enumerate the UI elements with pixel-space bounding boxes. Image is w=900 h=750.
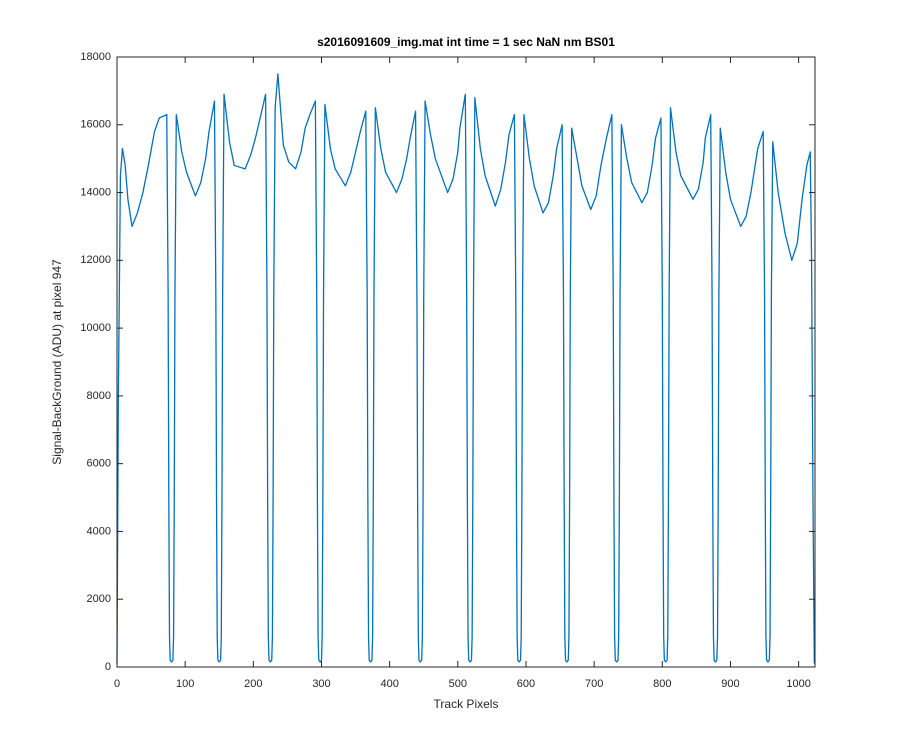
data-line — [116, 73, 815, 664]
x-tick-label: 100 — [176, 678, 194, 690]
y-tick-label: 12000 — [80, 254, 111, 266]
x-tick-label: 300 — [312, 678, 330, 690]
y-tick-label: 10000 — [80, 322, 111, 334]
y-tick-label: 16000 — [80, 119, 111, 131]
x-tick-label: 900 — [721, 678, 739, 690]
x-tick-label: 0 — [114, 678, 120, 690]
x-tick-label: 700 — [585, 678, 603, 690]
axes-box — [116, 56, 816, 668]
x-tick-label: 200 — [244, 678, 262, 690]
x-tick-label: 1000 — [786, 678, 810, 690]
y-tick-label: 4000 — [87, 525, 111, 537]
y-tick-label: 2000 — [87, 593, 111, 605]
x-tick-label: 500 — [449, 678, 467, 690]
y-tick-label: 14000 — [80, 186, 111, 198]
chart-title: s2016091609_img.mat int time = 1 sec NaN… — [317, 35, 615, 49]
y-axis-label: Signal-BackGround (ADU) at pixel 947 — [50, 259, 64, 465]
y-tick-label: 18000 — [80, 51, 111, 63]
x-axis-label: Track Pixels — [434, 697, 499, 711]
x-tick-label: 800 — [653, 678, 671, 690]
x-tick-label: 600 — [517, 678, 535, 690]
y-tick-label: 0 — [105, 661, 111, 673]
y-tick-label: 6000 — [87, 458, 111, 470]
x-tick-label: 400 — [380, 678, 398, 690]
y-tick-label: 8000 — [87, 390, 111, 402]
